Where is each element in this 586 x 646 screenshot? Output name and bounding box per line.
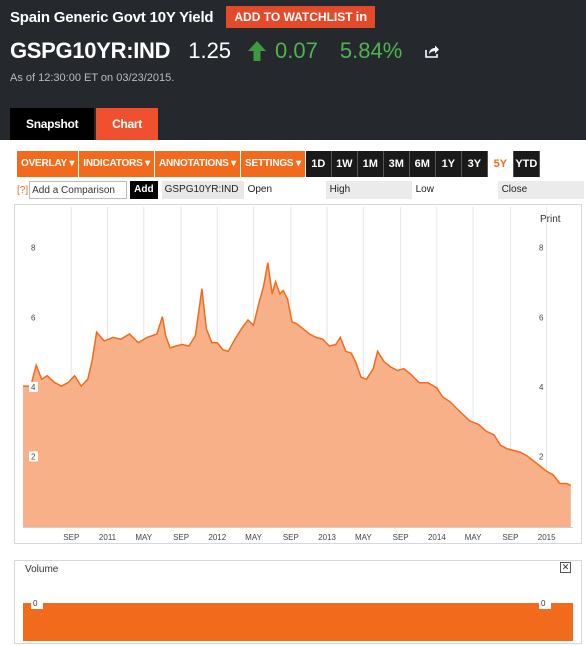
add-to-watchlist-button[interactable]: ADD TO WATCHLIST in: [226, 6, 376, 28]
page-title: Spain Generic Govt 10Y Yield: [10, 8, 214, 26]
x-tick-label: 2011: [99, 533, 117, 542]
compare-ticker-chip: GSPG10YR:IND: [161, 181, 244, 199]
as-of-timestamp: As of 12:30:00 ET on 03/23/2015.: [10, 72, 175, 84]
y-tick-bg-right: [537, 381, 546, 392]
share-icon[interactable]: [424, 44, 440, 58]
range-ytd[interactable]: YTD: [513, 151, 540, 177]
price-chart-canvas[interactable]: 2 2 4 4 6 6 8 8 SEP 2011 MAY SEP 2012 MAY SEP 2013 MAY SE…: [15, 205, 583, 545]
price-chart[interactable]: 2 2 4 4 6 6 8 8 SEP 2011 MAY SEP 2012 MAY SEP 2013 MAY SE…: [14, 204, 582, 544]
open-value: Open: [247, 184, 273, 195]
tab-snapshot[interactable]: Snapshot: [10, 108, 94, 140]
price-change-percent: 5.84%: [339, 38, 403, 63]
x-tick-label: SEP: [63, 533, 79, 542]
overlay-menu[interactable]: OVERLAY ▾: [17, 151, 80, 177]
range-1w[interactable]: 1W: [331, 151, 358, 177]
y-tick-label-left: 4: [31, 383, 36, 392]
y-tick-bg-right: [537, 242, 546, 253]
x-tick-label: MAY: [465, 533, 482, 542]
x-tick-label: MAY: [355, 533, 372, 542]
y-tick-bg-left: [29, 381, 38, 392]
x-tick-label: MAY: [135, 533, 152, 542]
volume-left-tick-bg: [31, 597, 43, 609]
range-3y[interactable]: 3Y: [461, 151, 488, 177]
y-tick-label-left: 6: [31, 313, 36, 322]
range-1m[interactable]: 1M: [357, 151, 384, 177]
volume-panel: 0 0 Volume ✕: [14, 560, 582, 644]
chart-menus: OVERLAY ▾ INDICATORS ▾ ANNOTATIONS ▾ SET…: [17, 151, 306, 177]
x-tick-label: 2014: [428, 533, 446, 542]
view-tabs: Snapshot Chart: [10, 108, 158, 140]
range-5y[interactable]: 5Y: [487, 151, 514, 177]
x-tick-label: SEP: [502, 533, 518, 542]
x-tick-label: 2013: [318, 533, 336, 542]
indicators-menu[interactable]: INDICATORS ▾: [79, 151, 155, 177]
quote-header: Spain Generic Govt 10Y Yield ADD TO WATC…: [0, 0, 586, 140]
volume-left-tick: 0: [33, 599, 38, 608]
last-price: 1.25: [188, 38, 232, 63]
y-tick-bg-left: [29, 242, 38, 253]
y-tick-bg-left: [29, 312, 38, 323]
compare-input[interactable]: [29, 181, 128, 199]
x-tick-label: 2012: [208, 533, 226, 542]
x-tick-label: SEP: [283, 533, 299, 542]
volume-chart: 0 0: [23, 597, 573, 641]
yield-line: [23, 262, 572, 486]
y-tick-label-right: 6: [539, 313, 544, 322]
y-tick-bg-right: [537, 451, 546, 462]
y-tick-label-right: 2: [539, 452, 544, 461]
x-tick-label: MAY: [245, 533, 262, 542]
range-selector: 1D 1W 1M 3M 6M 1Y 3Y 5Y YTD: [305, 151, 540, 177]
price-change: 0.07: [275, 38, 318, 63]
volume-right-tick: 0: [541, 599, 546, 608]
range-1d[interactable]: 1D: [305, 151, 332, 177]
y-tick-label-left: 2: [31, 452, 36, 461]
compare-row: [?] Add GSPG10YR:IND Open High Low Close: [17, 181, 584, 199]
range-1y[interactable]: 1Y: [435, 151, 462, 177]
volume-title: Volume: [25, 564, 59, 575]
x-tick-label: SEP: [393, 533, 409, 542]
annotations-menu[interactable]: ANNOTATIONS ▾: [155, 151, 241, 177]
range-6m[interactable]: 6M: [409, 151, 436, 177]
compare-help-link[interactable]: [?]: [17, 184, 29, 196]
title-row: Spain Generic Govt 10Y Yield ADD TO WATC…: [10, 6, 376, 28]
low-value: Low: [415, 184, 434, 195]
x-tick-label: 2015: [538, 533, 556, 542]
close-icon[interactable]: ✕: [560, 562, 571, 573]
chart-toolbar: OVERLAY ▾ INDICATORS ▾ ANNOTATIONS ▾ SET…: [17, 151, 540, 177]
y-tick-bg-right: [537, 312, 546, 323]
tab-chart[interactable]: Chart: [96, 108, 158, 140]
quote-row: GSPG10YR:IND 1.25 0.07 5.84%: [10, 38, 440, 64]
y-tick-label-right: 8: [539, 244, 544, 253]
up-arrow-icon: [248, 41, 267, 61]
volume-bar-area: [23, 603, 573, 641]
add-comparison-button[interactable]: Add: [130, 181, 158, 199]
linkedin-icon: in: [355, 9, 368, 24]
x-tick-label: SEP: [173, 533, 189, 542]
y-tick-bg-left: [29, 451, 38, 462]
settings-menu[interactable]: SETTINGS ▾: [241, 151, 306, 177]
y-tick-label-right: 4: [539, 383, 544, 392]
range-3m[interactable]: 3M: [383, 151, 410, 177]
y-tick-label-left: 8: [31, 244, 36, 253]
close-value: Close: [497, 181, 584, 199]
ticker-symbol: GSPG10YR:IND: [10, 38, 171, 63]
print-link[interactable]: Print: [540, 214, 561, 225]
high-value: High: [325, 181, 412, 199]
volume-right-tick-bg: [539, 597, 551, 609]
yield-area: [23, 262, 571, 527]
watchlist-label: ADD TO WATCHLIST: [234, 10, 353, 24]
